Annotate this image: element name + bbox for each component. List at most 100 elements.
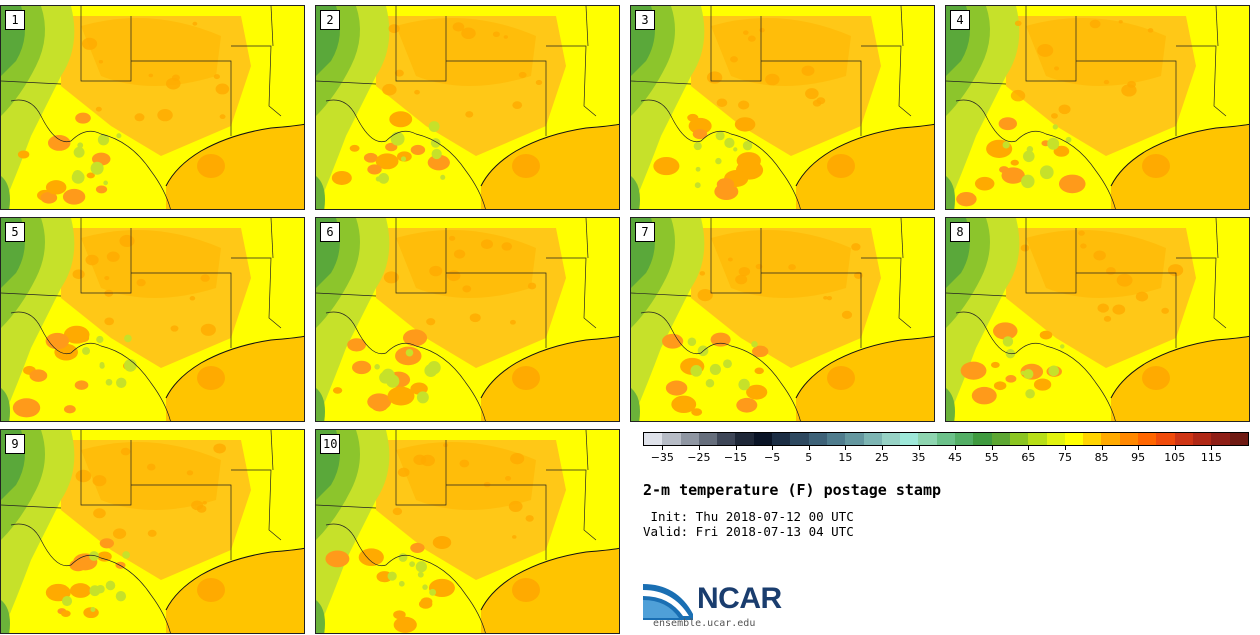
border-line: [1025, 6, 1077, 82]
hot-spot: [215, 83, 230, 95]
warm-region: [396, 230, 536, 298]
stamp-label: 7: [635, 222, 655, 242]
cool-spot: [1022, 150, 1035, 163]
hot-spot: [823, 295, 828, 300]
hot-spot: [429, 265, 443, 277]
hot-spot: [710, 332, 731, 347]
cool-spot: [105, 378, 113, 386]
cool-spot: [695, 166, 701, 172]
gulf-of-mexico: [1111, 124, 1249, 209]
cool-spot: [116, 377, 127, 389]
hot-spot: [736, 397, 758, 413]
gulf-warm-spot: [197, 154, 225, 178]
border-line: [131, 484, 232, 560]
hot-spot: [974, 176, 995, 191]
colorbar-cell: [991, 433, 1010, 445]
colorbar-tick-label: 35: [911, 451, 926, 464]
coastline: [165, 547, 304, 611]
coastline: [480, 335, 619, 399]
gulf-of-mexico: [1111, 336, 1249, 421]
colorbar-tick: [772, 446, 774, 450]
colorbar-tick: [1174, 446, 1176, 450]
logo-url: ensemble.ucar.edu: [653, 618, 756, 629]
border-line: [270, 6, 274, 47]
hot-spot: [1093, 250, 1106, 261]
gulf-warm-spot: [512, 154, 540, 178]
gulf-warm-spot: [512, 366, 540, 390]
hot-spot: [535, 79, 543, 86]
hot-spot: [420, 454, 435, 467]
hot-spot: [1014, 20, 1022, 27]
hot-spot: [81, 37, 98, 50]
cool-spot: [429, 588, 437, 596]
border-line: [1215, 6, 1219, 47]
cool-spot: [90, 607, 96, 612]
hot-spot: [170, 325, 179, 332]
warm-region: [1026, 18, 1166, 86]
border-line: [1025, 218, 1077, 294]
hot-spot: [1058, 104, 1071, 115]
colorbar-cell: [900, 433, 919, 445]
hot-spot: [1005, 374, 1017, 383]
hot-spot: [688, 117, 712, 135]
cool-spot: [431, 148, 442, 160]
postage-stamp-8: 8: [945, 217, 1250, 422]
hot-spot: [75, 469, 92, 483]
border-line: [270, 430, 274, 471]
stamp-label: 10: [320, 434, 341, 454]
hot-spot: [525, 515, 534, 522]
hot-spot: [1054, 66, 1060, 71]
colorbar-tick-label: 105: [1164, 451, 1186, 464]
postage-stamp-7: 7: [630, 217, 935, 422]
colorbar-tick-label: 75: [1057, 451, 1072, 464]
colorbar-cell: [955, 433, 974, 445]
cool-spot: [374, 364, 380, 370]
hot-spot: [448, 235, 456, 241]
cool-spot: [440, 174, 446, 180]
cool-spot: [77, 142, 84, 149]
hot-spot: [200, 323, 216, 336]
hot-spot: [352, 360, 372, 375]
hot-spot: [196, 505, 207, 513]
gulf-warm-spot: [1142, 154, 1170, 178]
hot-spot: [801, 65, 815, 76]
cool-spot: [105, 580, 116, 591]
hot-spot: [492, 31, 500, 38]
cool-spot: [1052, 124, 1058, 130]
hot-spot: [1167, 264, 1184, 277]
hot-spot: [397, 467, 410, 477]
hot-spot: [112, 528, 127, 539]
hot-spot: [395, 69, 404, 77]
cool-spot: [124, 334, 132, 343]
warm-region: [81, 442, 221, 510]
hot-spot: [662, 333, 684, 349]
hot-spot: [165, 77, 181, 90]
ncar-swoosh-icon: [643, 584, 693, 620]
hot-spot: [200, 274, 210, 282]
valid-time: Valid: Fri 2018-07-13 04 UTC: [643, 524, 854, 539]
hot-spot: [75, 112, 91, 124]
hot-spot: [999, 166, 1009, 174]
hot-spot: [146, 463, 156, 471]
hot-spot: [1147, 28, 1154, 33]
colorbar-cell: [717, 433, 736, 445]
hot-spot: [816, 97, 826, 105]
warm-region: [396, 18, 536, 86]
colorbar-tick: [1101, 446, 1103, 450]
hot-spot: [971, 386, 997, 405]
border-line: [10, 99, 171, 209]
stamp-label: 9: [5, 434, 25, 454]
colorbar-tick: [808, 446, 810, 450]
border-line: [900, 218, 904, 259]
gulf-of-mexico: [796, 336, 934, 421]
cool-spot: [723, 359, 732, 369]
hot-spot: [469, 313, 481, 323]
hot-spot: [699, 271, 706, 276]
stamp-map: [631, 218, 934, 421]
border-line: [325, 99, 486, 209]
border-line: [80, 430, 132, 506]
hot-spot: [716, 178, 735, 191]
hot-spot: [509, 319, 516, 325]
border-line: [861, 257, 912, 329]
hot-spot: [465, 111, 474, 118]
